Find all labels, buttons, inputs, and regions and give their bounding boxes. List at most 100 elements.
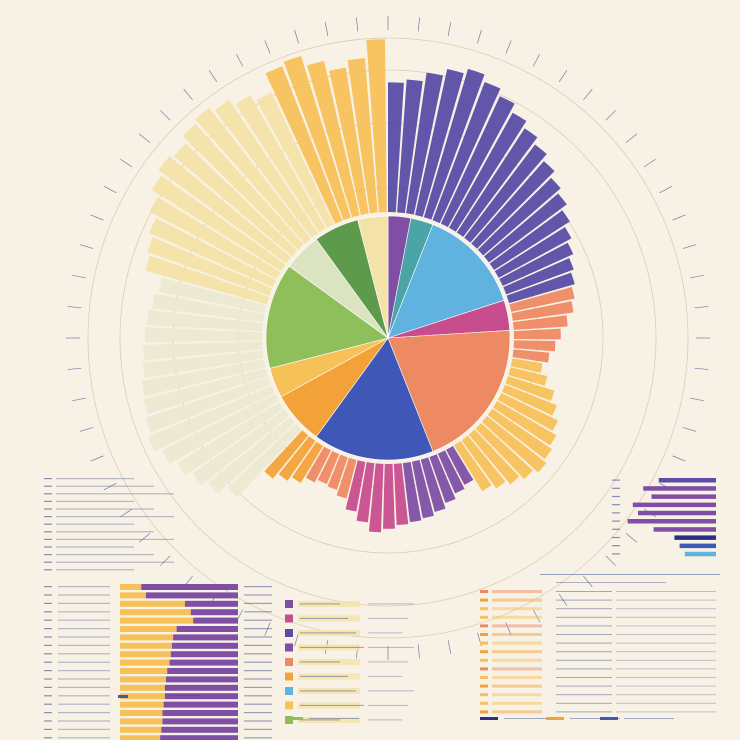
radial-bar [145,327,263,343]
left-row-marker [44,602,52,604]
radial-bar [145,377,271,433]
radial-bar [468,429,520,485]
upper-row-rule [56,500,134,502]
callout-tick [138,533,151,543]
radial-bar [449,112,527,232]
radial-bar [471,161,555,249]
callout-tick [138,133,151,143]
callout-tick [605,555,616,566]
left-bar-segment [120,634,174,641]
callout-tick [208,70,218,83]
radial-bar [481,416,547,473]
callout-tick [643,158,656,168]
left-row-rule [58,703,110,705]
left-row-rule [244,712,272,714]
radial-bar [383,463,395,529]
upper-row-rule [56,523,134,525]
upper-row-marker [44,561,52,563]
left-bar-segment [120,701,164,708]
left-bar-segment [162,710,238,716]
callout-tick [103,482,117,491]
right-row-marker [612,479,620,481]
upper-row-marker [44,538,52,540]
radial-bar [511,301,574,321]
left-row-marker [44,594,52,596]
left-row-rule [244,678,272,680]
table-row-rule [616,591,716,592]
radial-bar [509,286,575,312]
legend-rule [300,719,340,721]
left-row-rule [58,628,110,630]
table-row-bar [492,607,542,611]
left-row-marker [44,619,52,621]
radial-bar [143,341,263,361]
table-row-bar [492,633,542,636]
footer-rule [309,718,359,719]
callout-tick [583,575,593,588]
radial-bar [501,384,557,416]
radial-bar [494,227,572,278]
table-row-rule [556,591,612,592]
legend-rule [368,704,408,706]
table-row-rule [556,677,612,678]
upper-row-marker [44,554,52,556]
table-row-bar [492,650,542,654]
legend-rule [300,675,348,677]
pie-slice [387,330,511,452]
radial-bar [317,450,340,485]
left-bar-segment [193,617,238,624]
legend-swatch [285,687,293,695]
radial-bar [461,435,506,489]
legend-swatch [285,643,293,652]
right-bar [632,502,716,508]
callout-tick [505,40,512,54]
left-bar-segment [120,735,161,740]
left-row-marker [44,695,52,697]
upper-row-rule [56,554,154,556]
guide-ring [87,37,689,639]
table-row-rule [556,694,612,696]
left-row-rule [58,586,110,588]
radial-bar [147,310,263,332]
radial-bar [366,39,387,213]
footer-swatch [480,717,498,720]
left-row-rule [58,636,110,638]
radial-bar [142,350,264,378]
pie-slice [357,215,389,339]
radial-bar [149,218,277,288]
callout-tick [79,244,94,249]
left-bar-segment [160,735,238,740]
left-row-rule [244,619,272,621]
table-row-chip [480,684,488,688]
radial-bar [329,67,369,215]
callout-tick [160,110,171,121]
radial-bar [291,441,324,483]
left-row-rule [244,644,272,646]
upper-row-rule [56,508,154,510]
table-row-bar [492,641,542,645]
radial-bar [464,144,547,243]
left-bar-segment [120,718,163,725]
radial-bar [437,450,465,494]
table-row-rule [616,668,716,670]
left-bar-segment [120,693,165,700]
right-row-marker [612,553,620,555]
left-row-marker [44,661,52,663]
radial-bar [173,143,298,257]
center-legend-panel [285,600,414,724]
radial-bar [497,392,559,431]
left-bar-segment [190,609,238,616]
radial-bar-chart [141,39,575,533]
upper-row-marker [44,523,52,525]
left-row-marker [44,703,52,705]
left-bar-segment [145,592,238,599]
left-bar-segment [171,642,238,649]
table-row-rule [616,634,716,635]
upper-row-marker [44,493,52,495]
right-row-marker [612,528,620,530]
left-row-marker [44,712,52,714]
left-row-rule [58,661,110,663]
table-row-rule [616,616,716,618]
radial-bar [345,460,366,512]
callout-tick [72,397,86,402]
